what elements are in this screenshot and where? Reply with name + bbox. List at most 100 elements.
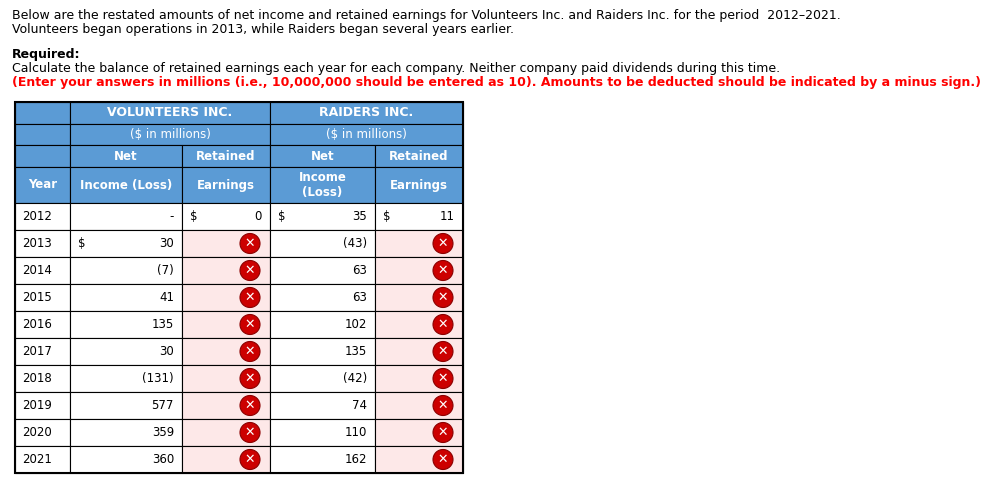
Text: $: $: [278, 210, 285, 223]
Text: (42): (42): [342, 372, 367, 385]
Bar: [15, 392, 70, 419]
Bar: [15, 419, 70, 446]
Bar: [270, 124, 462, 145]
Bar: [270, 145, 375, 167]
Text: Income
(Loss): Income (Loss): [298, 171, 346, 199]
Text: 2021: 2021: [22, 453, 52, 466]
Text: Income (Loss): Income (Loss): [80, 178, 172, 191]
Text: ($ in millions): ($ in millions): [129, 128, 210, 141]
Text: ✕: ✕: [438, 399, 448, 412]
Text: 110: 110: [344, 426, 367, 439]
Text: 2018: 2018: [22, 372, 51, 385]
Text: 102: 102: [344, 318, 367, 331]
Bar: [70, 338, 181, 365]
Text: 74: 74: [352, 399, 367, 412]
Bar: [181, 392, 270, 419]
Text: 30: 30: [159, 237, 174, 250]
Bar: [270, 230, 375, 257]
Text: ✕: ✕: [245, 399, 255, 412]
Text: 162: 162: [344, 453, 367, 466]
Text: -: -: [170, 210, 174, 223]
Bar: [375, 257, 462, 284]
Text: 63: 63: [352, 264, 367, 277]
Text: 360: 360: [152, 453, 174, 466]
Bar: [375, 311, 462, 338]
Circle shape: [240, 422, 259, 442]
Bar: [375, 284, 462, 311]
Text: ✕: ✕: [245, 291, 255, 304]
Bar: [270, 311, 375, 338]
Text: ✕: ✕: [438, 426, 448, 439]
Bar: [181, 257, 270, 284]
Text: ✕: ✕: [245, 318, 255, 331]
Text: (Enter your answers in millions (i.e., 10,000,000 should be entered as 10). Amou: (Enter your answers in millions (i.e., 1…: [12, 76, 980, 89]
Circle shape: [433, 368, 453, 389]
Text: VOLUNTEERS INC.: VOLUNTEERS INC.: [107, 106, 233, 119]
Circle shape: [433, 234, 453, 253]
Bar: [270, 365, 375, 392]
Text: (43): (43): [342, 237, 367, 250]
Text: Required:: Required:: [12, 48, 81, 61]
Bar: [181, 203, 270, 230]
Bar: [375, 203, 462, 230]
Text: ✕: ✕: [438, 453, 448, 466]
Text: ✕: ✕: [245, 264, 255, 277]
Text: Earnings: Earnings: [389, 178, 448, 191]
Bar: [70, 392, 181, 419]
Text: 135: 135: [152, 318, 174, 331]
Text: ✕: ✕: [438, 372, 448, 385]
Text: $: $: [78, 237, 86, 250]
Circle shape: [433, 341, 453, 361]
Bar: [70, 284, 181, 311]
Circle shape: [240, 341, 259, 361]
Text: 135: 135: [344, 345, 367, 358]
Bar: [181, 284, 270, 311]
Text: ✕: ✕: [438, 345, 448, 358]
Bar: [270, 102, 462, 124]
Bar: [181, 311, 270, 338]
Bar: [375, 365, 462, 392]
Circle shape: [433, 260, 453, 280]
Circle shape: [240, 396, 259, 415]
Bar: [375, 392, 462, 419]
Text: 41: 41: [159, 291, 174, 304]
Text: ✕: ✕: [245, 345, 255, 358]
Bar: [375, 419, 462, 446]
Text: Net: Net: [311, 150, 334, 163]
Bar: [70, 230, 181, 257]
Text: 35: 35: [352, 210, 367, 223]
Text: 63: 63: [352, 291, 367, 304]
Text: 2020: 2020: [22, 426, 51, 439]
Circle shape: [240, 234, 259, 253]
Text: ✕: ✕: [245, 237, 255, 250]
Bar: [270, 338, 375, 365]
Bar: [70, 446, 181, 473]
Text: 359: 359: [152, 426, 174, 439]
Bar: [15, 257, 70, 284]
Bar: [181, 419, 270, 446]
Bar: [70, 102, 270, 124]
Bar: [181, 230, 270, 257]
Bar: [375, 446, 462, 473]
Text: ✕: ✕: [438, 291, 448, 304]
Bar: [70, 167, 181, 203]
Text: ✕: ✕: [438, 264, 448, 277]
Bar: [70, 365, 181, 392]
Bar: [70, 257, 181, 284]
Text: 30: 30: [159, 345, 174, 358]
Bar: [375, 167, 462, 203]
Bar: [15, 167, 70, 203]
Text: 2015: 2015: [22, 291, 51, 304]
Text: Calculate the balance of retained earnings each year for each company. Neither c: Calculate the balance of retained earnin…: [12, 62, 783, 75]
Text: RAIDERS INC.: RAIDERS INC.: [319, 106, 413, 119]
Bar: [375, 145, 462, 167]
Bar: [270, 419, 375, 446]
Bar: [270, 203, 375, 230]
Bar: [270, 257, 375, 284]
Bar: [15, 102, 462, 473]
Bar: [181, 338, 270, 365]
Text: 0: 0: [254, 210, 261, 223]
Bar: [15, 124, 70, 145]
Text: 2016: 2016: [22, 318, 52, 331]
Bar: [15, 311, 70, 338]
